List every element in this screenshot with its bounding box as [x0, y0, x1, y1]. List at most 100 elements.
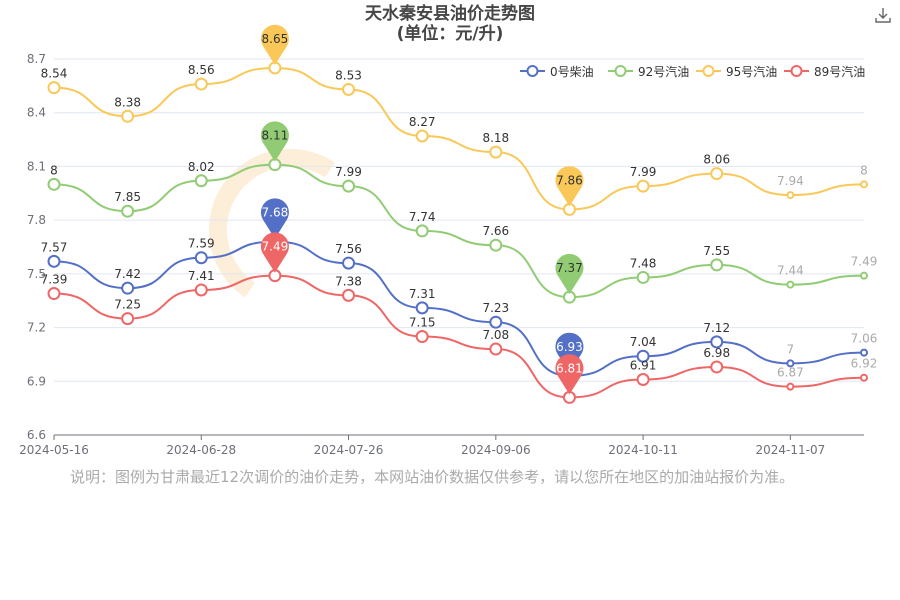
data-point [415, 129, 429, 143]
series-line [53, 66, 865, 211]
data-label: 8.06 [703, 153, 730, 167]
data-label: 8 [50, 163, 58, 177]
data-point [786, 359, 795, 368]
data-point [47, 254, 61, 268]
data-point [342, 256, 356, 270]
mark-pin-label: 7.49 [262, 240, 289, 254]
data-label: 7.44 [777, 264, 804, 278]
data-point [710, 258, 724, 272]
mark-pin [260, 121, 289, 162]
y-tick-label: 6.9 [27, 374, 46, 388]
data-point [342, 82, 356, 96]
data-label: 7.99 [630, 165, 657, 179]
chart-note: 说明：图例为甘肃最近12次调价的油价走势，本网站油价数据仅供参考，请以您所在地区… [70, 468, 795, 486]
data-label: 7.04 [630, 335, 657, 349]
data-label: 7.31 [409, 287, 436, 301]
data-point [489, 315, 503, 329]
data-point [636, 179, 650, 193]
data-label: 7.08 [482, 328, 509, 342]
mark-pin-label: 8.65 [262, 32, 289, 46]
data-label: 7.06 [851, 332, 878, 346]
title-text: 天水秦安县油价走势图 [365, 4, 535, 24]
data-label: 7.12 [703, 321, 730, 335]
data-point [194, 77, 208, 91]
data-label: 8.02 [188, 160, 215, 174]
data-point [194, 174, 208, 188]
y-tick-label: 8.7 [27, 52, 46, 66]
data-point [489, 238, 503, 252]
data-label: 7.85 [114, 190, 141, 204]
data-point [47, 81, 61, 95]
data-point [47, 177, 61, 191]
data-label: 8.53 [335, 68, 362, 82]
data-point [194, 283, 208, 297]
data-label: 6.87 [777, 366, 804, 380]
mark-pin-label: 7.37 [556, 261, 583, 275]
data-label: 8.54 [41, 67, 68, 81]
data-label: 7.42 [114, 267, 141, 281]
data-label: 7.25 [114, 298, 141, 312]
y-tick-label: 6.6 [27, 428, 46, 442]
subtitle-text: (单位：元/升) [396, 24, 504, 44]
data-point [710, 335, 724, 349]
data-point [710, 360, 724, 374]
data-point [121, 281, 135, 295]
mark-pin [555, 166, 584, 207]
data-label: 6.98 [703, 346, 730, 360]
data-label: 7.41 [188, 269, 215, 283]
mark-pin-label: 8.11 [262, 129, 289, 143]
data-label: 7.94 [777, 174, 804, 188]
data-point [786, 280, 795, 289]
data-label: 7.38 [335, 274, 362, 288]
data-label: 7.48 [630, 256, 657, 270]
data-label: 7.99 [335, 165, 362, 179]
data-label: 7.66 [482, 224, 509, 238]
data-label: 8.38 [114, 95, 141, 109]
x-tick-label: 2024-10-11 [608, 443, 678, 457]
mark-pin-label: 6.93 [556, 340, 583, 354]
mark-pin [260, 198, 289, 239]
mark-pin-label: 7.86 [556, 173, 583, 187]
data-label: 7.39 [41, 273, 68, 287]
y-tick-label: 8.1 [27, 159, 46, 173]
data-point [121, 312, 135, 326]
series-line [53, 274, 865, 399]
data-point [489, 342, 503, 356]
data-label: 6.91 [630, 358, 657, 372]
chart-title: 天水秦安县油价走势图 (单位：元/升) [0, 4, 900, 44]
legend-label: 0号柴油 [550, 65, 594, 79]
y-tick-label: 7.8 [27, 213, 46, 227]
data-point [636, 372, 650, 386]
line-chart: 6.6 6.9 7.2 7.5 7.8 8.1 8.4 8.7 2024-05-16 2024-0… [19, 24, 878, 457]
data-label: 8.27 [409, 115, 436, 129]
data-point [860, 271, 868, 280]
y-tick-label: 7.2 [27, 321, 46, 335]
download-icon[interactable] [874, 6, 892, 24]
series-line [53, 240, 865, 377]
mark-pin-label: 6.81 [556, 361, 583, 375]
y-tick-label: 8.4 [27, 106, 46, 120]
data-label: 7.49 [851, 255, 878, 269]
legend-marker [702, 65, 715, 77]
mark-pin [555, 354, 584, 395]
data-point [121, 204, 135, 218]
data-point [342, 179, 356, 193]
data-label: 7.74 [409, 210, 436, 224]
data-point [47, 287, 61, 301]
data-label: 7 [787, 342, 795, 356]
data-point [786, 191, 795, 200]
legend-label: 89号汽油 [814, 64, 865, 79]
watermark-logo [208, 148, 335, 298]
legend-label: 92号汽油 [638, 64, 689, 79]
y-tick-label: 7.5 [27, 267, 46, 281]
data-label: 6.92 [851, 357, 878, 371]
data-point [636, 349, 650, 363]
data-point [860, 348, 868, 357]
mark-pin [260, 24, 289, 65]
data-point [860, 180, 868, 189]
data-point [710, 167, 724, 181]
data-label: 8.18 [482, 131, 509, 145]
data-point [342, 288, 356, 302]
data-point [194, 251, 208, 265]
